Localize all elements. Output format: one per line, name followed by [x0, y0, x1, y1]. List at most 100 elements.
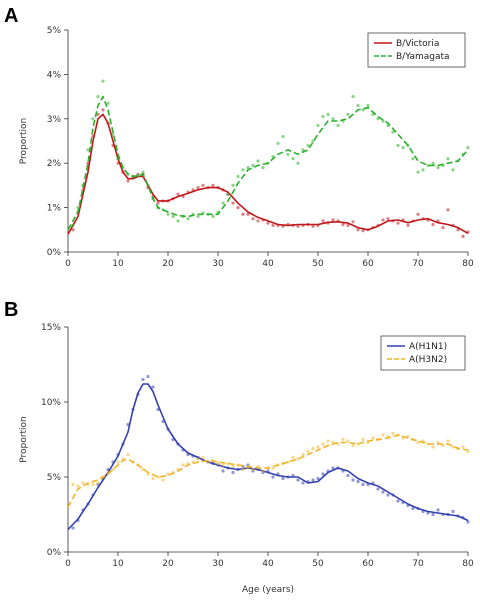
- data-point: [311, 224, 315, 228]
- data-point: [231, 201, 235, 205]
- data-point: [151, 385, 155, 389]
- data-point: [126, 452, 130, 457]
- legend-label: A(H1N1): [409, 342, 447, 352]
- data-point: [346, 112, 350, 116]
- data-point: [241, 212, 245, 216]
- data-point: [341, 222, 345, 227]
- x-tick-label: 30: [212, 559, 224, 569]
- panel-a: A 0 10 20 30 40 50 60 70 80 0% 1% 2% 3% 4% 5% Proporti…: [4, 5, 474, 269]
- data-point: [96, 112, 100, 116]
- series-line: [67, 113, 469, 235]
- data-point: [346, 439, 350, 443]
- data-point: [111, 132, 115, 136]
- data-point: [236, 206, 240, 210]
- data-point: [296, 224, 300, 228]
- data-point: [91, 117, 95, 121]
- y-axis-title: Proportion: [19, 118, 29, 164]
- data-point: [461, 234, 465, 239]
- legend-label: A(H3N2): [409, 355, 447, 365]
- x-tick-label: 40: [262, 559, 274, 569]
- legend-label: B/Yamagata: [396, 52, 450, 62]
- x-tick-label: 30: [212, 259, 224, 269]
- data-point: [221, 201, 225, 205]
- data-point: [301, 148, 305, 152]
- data-point: [431, 445, 435, 449]
- data-point: [366, 103, 370, 108]
- y-tick-label: 1%: [47, 204, 62, 214]
- data-point: [176, 219, 180, 223]
- y-tick-label: 2%: [47, 159, 62, 169]
- data-point: [386, 217, 390, 221]
- data-point: [391, 431, 395, 436]
- data-point: [416, 440, 420, 445]
- data-point: [106, 101, 110, 105]
- data-point: [431, 512, 435, 517]
- x-tick-label: 70: [412, 259, 424, 269]
- x-tick-label: 50: [312, 259, 324, 269]
- x-tick-label: 80: [462, 259, 474, 269]
- y-tick-label: 0%: [47, 548, 62, 558]
- data-point: [396, 143, 400, 148]
- tick-group: 0 10 20 30 40 50 60 70 80 0% 5% 10% 15%: [41, 323, 474, 569]
- data-point: [331, 117, 335, 121]
- data-point: [241, 467, 245, 472]
- data-point: [446, 157, 450, 161]
- data-point: [166, 212, 170, 216]
- panel-letter: B: [4, 299, 18, 321]
- y-tick-label: 0%: [47, 248, 62, 258]
- data-point: [371, 436, 375, 440]
- data-point: [71, 482, 75, 487]
- series-points: [71, 79, 470, 227]
- data-point: [201, 183, 205, 187]
- data-point: [196, 214, 200, 219]
- x-tick-label: 40: [262, 259, 274, 269]
- data-point: [256, 159, 260, 163]
- data-point: [431, 161, 435, 165]
- series-points: [71, 108, 470, 239]
- data-point: [331, 466, 335, 470]
- data-point: [361, 229, 365, 233]
- data-point: [316, 476, 320, 481]
- data-point: [286, 152, 290, 156]
- y-tick-label: 5%: [47, 26, 62, 36]
- data-point: [396, 221, 400, 225]
- y-axis-title: Proportion: [19, 416, 29, 462]
- x-tick-label: 20: [162, 559, 174, 569]
- data-point: [101, 79, 105, 83]
- data-point: [361, 437, 365, 442]
- data-point: [271, 223, 275, 227]
- x-tick-label: 60: [362, 259, 374, 269]
- data-point: [146, 374, 150, 379]
- x-tick-label: 10: [112, 559, 124, 569]
- data-point: [446, 439, 450, 443]
- data-point: [221, 463, 225, 467]
- data-point: [96, 481, 100, 485]
- data-point: [221, 469, 225, 473]
- data-point: [451, 168, 455, 172]
- data-point: [461, 445, 465, 449]
- data-point: [321, 114, 325, 119]
- data-point: [336, 123, 340, 128]
- series-points: [71, 431, 470, 488]
- x-tick-label: 0: [65, 259, 71, 269]
- panel-b: B 0 10 20 30 40 50 60 70 80 0% 5% 10% 15% Proportion…: [4, 299, 474, 595]
- data-point: [91, 482, 95, 487]
- x-tick-label: 0: [65, 559, 71, 569]
- data-point: [71, 223, 75, 227]
- data-point: [116, 460, 120, 464]
- data-point: [451, 445, 455, 449]
- data-point: [466, 146, 470, 150]
- data-point: [141, 170, 145, 174]
- panel-letter: A: [4, 5, 18, 27]
- data-point: [176, 192, 180, 196]
- data-point: [216, 461, 220, 466]
- data-point: [251, 467, 255, 472]
- data-point: [411, 157, 415, 161]
- data-point: [396, 499, 400, 503]
- data-point: [281, 134, 285, 139]
- data-point: [356, 479, 360, 484]
- data-point: [316, 445, 320, 449]
- legend-label: B/Victoria: [396, 39, 439, 49]
- data-point: [81, 481, 85, 485]
